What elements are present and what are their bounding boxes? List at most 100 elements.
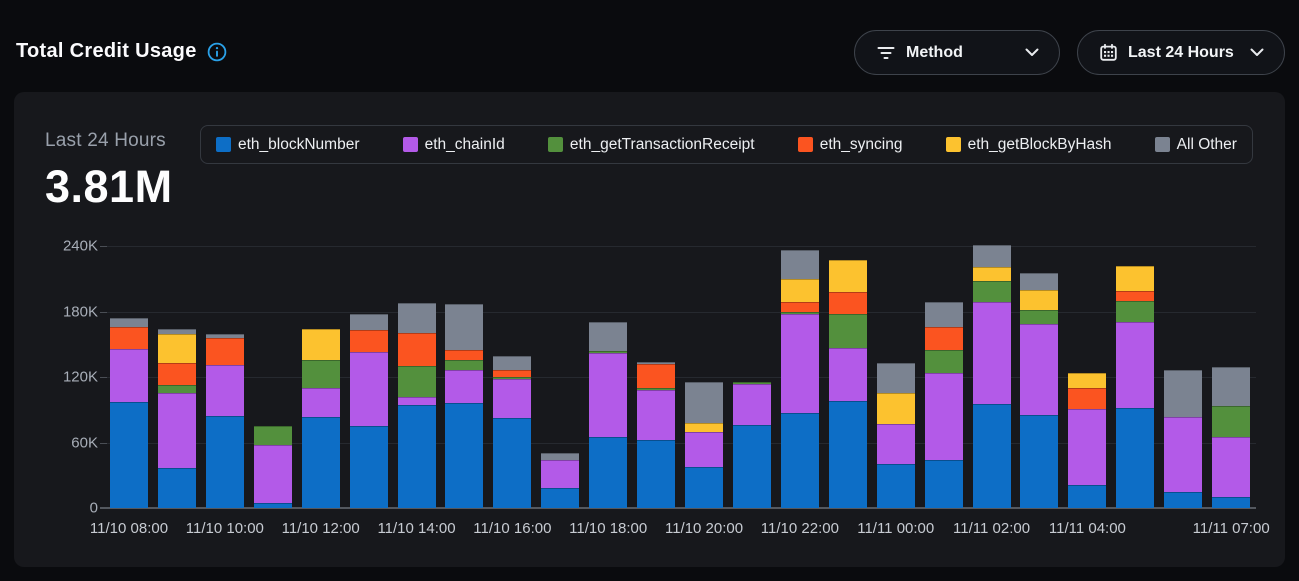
bar-segment[interactable] [301,328,340,360]
bar-segment[interactable] [1164,491,1203,508]
legend-item[interactable]: eth_getTransactionReceipt [547,136,755,154]
bar-segment[interactable] [541,453,580,460]
bar-segment[interactable] [685,422,724,432]
bar-segment[interactable] [732,382,771,384]
bar-segment[interactable] [1116,300,1155,323]
bar-segment[interactable] [493,370,532,377]
bar-segment[interactable] [828,260,867,292]
bar-segment[interactable] [1068,408,1107,486]
bar-segment[interactable] [1020,273,1059,290]
bar-segment[interactable] [589,437,628,508]
bar-segment[interactable] [1164,370,1203,418]
bar-segment[interactable] [253,426,292,445]
bar-segment[interactable] [397,333,436,367]
bar-segment[interactable] [110,318,148,327]
bar-segment[interactable] [732,425,771,508]
bar-segment[interactable] [1212,406,1251,438]
bar-segment[interactable] [493,356,532,371]
bar-segment[interactable] [924,326,963,350]
bar-segment[interactable] [1068,387,1107,409]
bar-segment[interactable] [828,313,867,348]
bar-segment[interactable] [1116,322,1155,408]
bar-segment[interactable] [637,387,676,391]
bar-segment[interactable] [253,444,292,503]
bar-segment[interactable] [445,403,484,508]
bar-segment[interactable] [589,353,628,438]
bar-segment[interactable] [1020,289,1059,311]
bar-segment[interactable] [876,393,915,424]
bar-segment[interactable] [157,384,196,394]
bar-segment[interactable] [828,291,867,314]
bar-segment[interactable] [157,467,196,508]
bar-segment[interactable] [780,250,819,279]
bar-segment[interactable] [493,379,532,419]
bar-segment[interactable] [685,382,724,423]
bar-segment[interactable] [205,416,244,508]
bar-segment[interactable] [397,396,436,406]
legend-item[interactable]: All Other [1154,136,1237,154]
bar-segment[interactable] [876,423,915,465]
bar-segment[interactable] [732,383,771,426]
bar-segment[interactable] [301,417,340,508]
time-range-dropdown[interactable]: Last 24 Hours [1077,30,1285,75]
bar-segment[interactable] [637,363,676,388]
bar-segment[interactable] [972,244,1011,267]
bar-segment[interactable] [349,426,388,508]
bar-segment[interactable] [972,280,1011,302]
bar-segment[interactable] [157,362,196,385]
bar-segment[interactable] [205,365,244,417]
bar-segment[interactable] [876,362,915,394]
bar-segment[interactable] [110,348,148,403]
bar-segment[interactable] [685,431,724,467]
bar-segment[interactable] [157,393,196,468]
bar-segment[interactable] [541,488,580,508]
legend-item[interactable]: eth_chainId [402,136,505,154]
method-filter-dropdown[interactable]: Method [854,30,1060,75]
bar-segment[interactable] [205,337,244,365]
bar-segment[interactable] [1116,407,1155,508]
bar-segment[interactable] [493,418,532,508]
bar-segment[interactable] [1068,372,1107,388]
bar-segment[interactable] [110,402,148,508]
bar-segment[interactable] [780,413,819,508]
bar-segment[interactable] [589,350,628,353]
bar-segment[interactable] [780,313,819,414]
bar-segment[interactable] [253,502,292,508]
bar-segment[interactable] [924,301,963,327]
bar-segment[interactable] [397,302,436,334]
bar-segment[interactable] [445,303,484,350]
bar-segment[interactable] [637,361,676,364]
bar-segment[interactable] [397,366,436,397]
bar-segment[interactable] [685,466,724,508]
bar-segment[interactable] [1068,485,1107,508]
bar-segment[interactable] [924,349,963,373]
bar-segment[interactable] [924,372,963,460]
bar-segment[interactable] [157,328,196,335]
legend-item[interactable]: eth_syncing [797,136,902,154]
bar-segment[interactable] [972,266,1011,281]
bar-segment[interactable] [780,301,819,312]
bar-segment[interactable] [445,349,484,360]
bar-segment[interactable] [780,311,819,314]
bar-segment[interactable] [1116,265,1155,291]
bar-segment[interactable] [493,377,532,380]
bar-segment[interactable] [1020,415,1059,508]
bar-segment[interactable] [1116,290,1155,301]
bar-segment[interactable] [349,351,388,427]
bar-segment[interactable] [110,326,148,349]
bar-segment[interactable] [349,313,388,331]
bar-segment[interactable] [157,334,196,363]
bar-segment[interactable] [301,387,340,418]
bar-segment[interactable] [301,359,340,388]
bar-segment[interactable] [445,359,484,371]
bar-segment[interactable] [972,404,1011,508]
bar-segment[interactable] [349,330,388,352]
bar-segment[interactable] [1212,437,1251,498]
bar-segment[interactable] [972,301,1011,405]
bar-segment[interactable] [589,322,628,351]
bar-segment[interactable] [637,390,676,441]
legend-item[interactable]: eth_blockNumber [216,136,359,154]
bar-segment[interactable] [780,278,819,302]
bar-segment[interactable] [1020,310,1059,324]
bar-segment[interactable] [1020,323,1059,416]
